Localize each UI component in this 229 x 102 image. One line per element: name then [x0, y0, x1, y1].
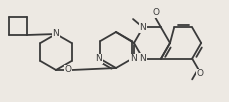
Text: N: N	[139, 23, 146, 32]
Text: N: N	[52, 29, 59, 38]
Text: N: N	[95, 54, 101, 64]
Text: N: N	[130, 54, 136, 64]
Text: O: O	[64, 65, 71, 74]
Text: O: O	[152, 8, 159, 17]
Text: N: N	[139, 54, 146, 63]
Text: O: O	[196, 69, 203, 78]
